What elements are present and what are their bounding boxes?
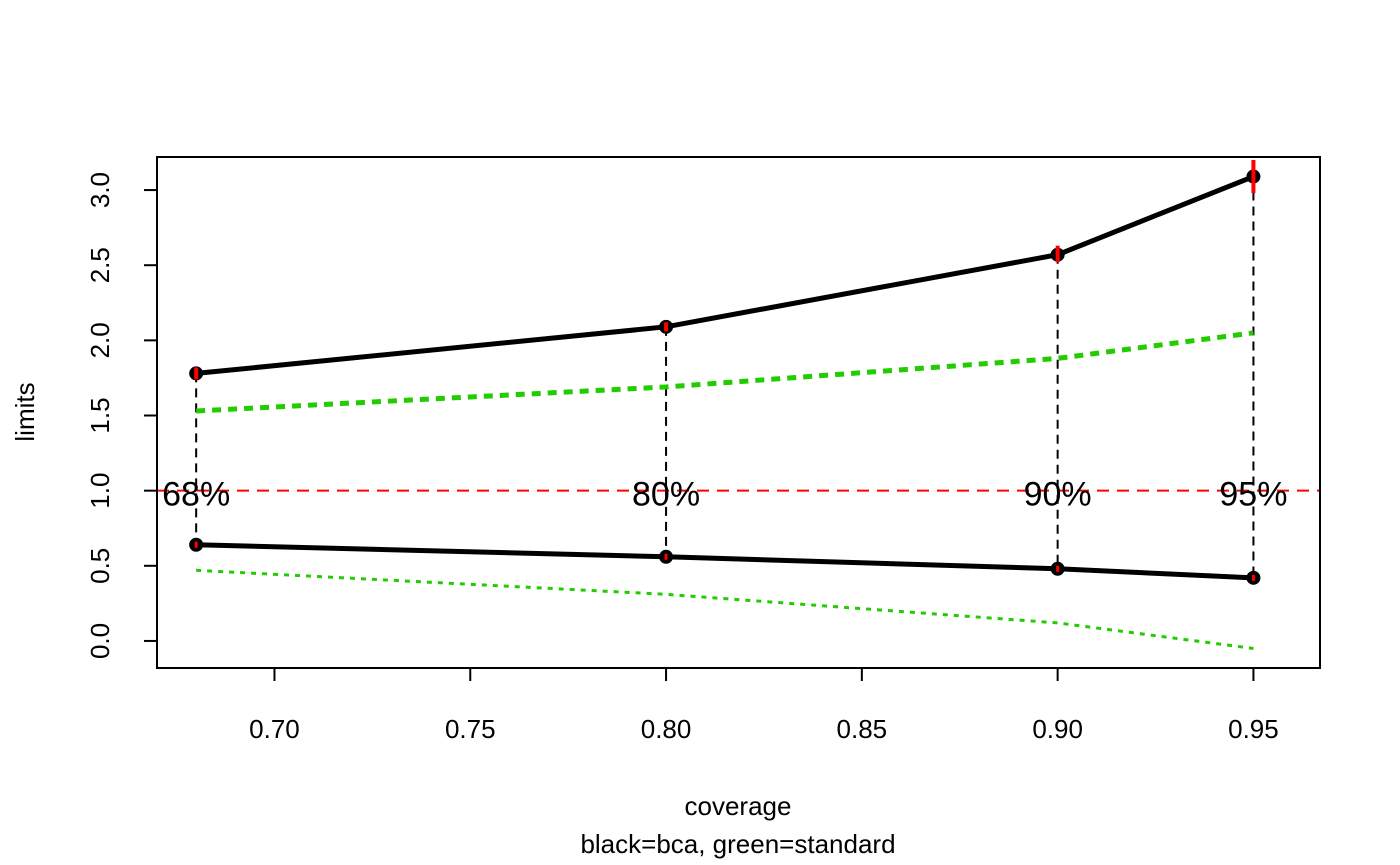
y-tick-label: 2.5	[85, 247, 115, 283]
x-tick-label: 0.70	[249, 714, 300, 744]
coverage-label: 90%	[1024, 476, 1092, 514]
x-tick-label: 0.85	[837, 714, 888, 744]
x-tick-label: 0.95	[1228, 714, 1279, 744]
y-tick-label: 1.0	[85, 473, 115, 509]
y-tick-label: 0.0	[85, 623, 115, 659]
y-axis-title: limits	[10, 382, 40, 441]
coverage-label: 68%	[162, 476, 230, 514]
y-tick-label: 2.0	[85, 322, 115, 358]
series-bca-lower	[196, 542, 1254, 581]
y-tick-label: 3.0	[85, 172, 115, 208]
axes: 0.70 0.75 0.80 0.85 0.90 0.95 0.0 0.5 1.0 1.5 2.0 2…	[85, 172, 1279, 744]
series-standard-lower	[196, 568, 1254, 650]
series-standard-upper	[196, 330, 1254, 414]
plot-frame	[156, 156, 1321, 669]
x-axis-title: coverage	[685, 791, 792, 821]
x-tick-label: 0.75	[445, 714, 496, 744]
coverage-label: 95%	[1219, 476, 1287, 514]
x-tick-label: 0.80	[641, 714, 692, 744]
chart-subtitle: black=bca, green=standard	[580, 829, 895, 859]
y-tick-label: 0.5	[85, 548, 115, 584]
series-bca-upper	[195, 174, 1255, 376]
coverage-label: 80%	[632, 476, 700, 514]
x-tick-label: 0.90	[1032, 714, 1083, 744]
plot-area: 68% 80% 90% 95%	[157, 160, 1320, 650]
y-tick-label: 1.5	[85, 397, 115, 433]
